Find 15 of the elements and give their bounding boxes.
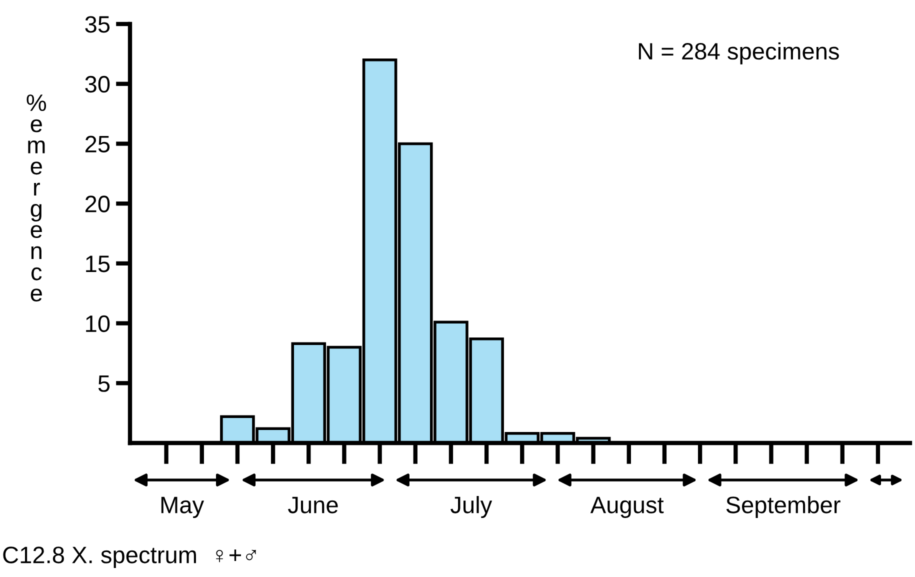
y-tick-label: 5: [98, 375, 110, 392]
text: June: [288, 496, 338, 514]
text: May: [161, 496, 204, 518]
y-tick-label: 20: [85, 196, 110, 212]
text: %emergence: [26, 94, 46, 302]
text: August: [590, 496, 664, 518]
annotation: N = 284 specimens: [638, 42, 839, 64]
y-tick-label: 30: [85, 76, 110, 93]
text: C12.8 X. spectrum ♀+♂: [3, 546, 256, 568]
y-tick-label: 15: [86, 256, 110, 272]
y-tick-label: 10: [86, 315, 110, 332]
text: September: [726, 496, 840, 518]
y-tick-label: 35: [85, 16, 110, 33]
y-tick-label: 25: [85, 136, 110, 152]
text: July: [450, 496, 492, 518]
